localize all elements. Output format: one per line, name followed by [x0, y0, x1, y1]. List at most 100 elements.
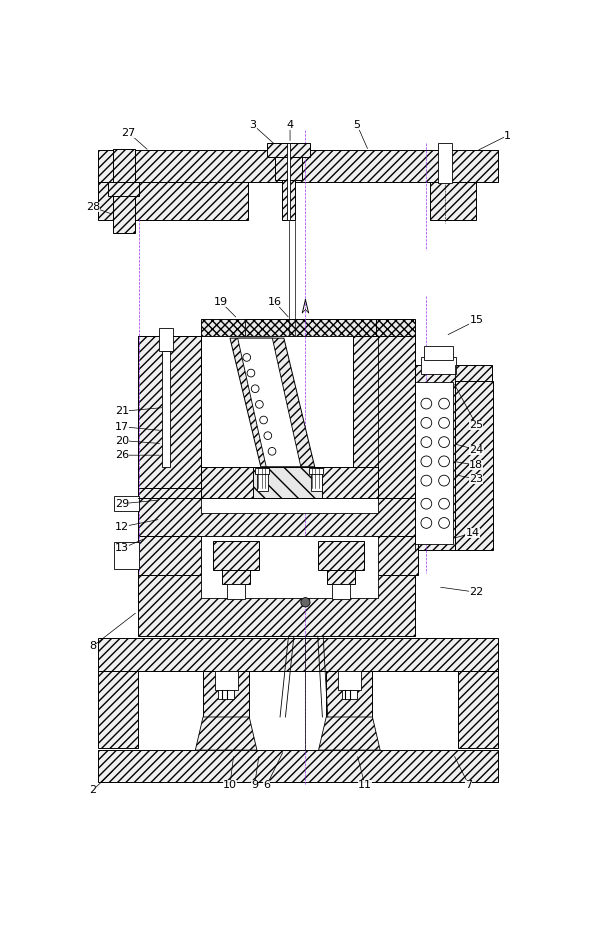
- Bar: [98, 182, 248, 220]
- Text: 3: 3: [250, 120, 257, 130]
- Bar: [376, 319, 415, 362]
- Bar: [138, 488, 201, 510]
- Text: 20: 20: [115, 436, 129, 446]
- Bar: [201, 536, 378, 598]
- Text: 26: 26: [115, 450, 129, 461]
- Polygon shape: [318, 717, 380, 750]
- Text: 23: 23: [469, 474, 483, 484]
- Bar: [275, 157, 302, 180]
- Bar: [455, 380, 493, 549]
- Text: 28: 28: [86, 203, 100, 212]
- Circle shape: [439, 456, 449, 467]
- Bar: [114, 542, 139, 569]
- Bar: [108, 182, 139, 196]
- Bar: [219, 690, 234, 699]
- Bar: [342, 690, 357, 699]
- Circle shape: [439, 518, 449, 528]
- Text: 21: 21: [115, 406, 129, 416]
- Text: 29: 29: [115, 499, 129, 509]
- Text: 25: 25: [469, 420, 483, 430]
- Bar: [113, 150, 135, 233]
- Circle shape: [439, 417, 449, 428]
- Text: 24: 24: [469, 445, 483, 455]
- Circle shape: [421, 398, 432, 409]
- Polygon shape: [201, 319, 246, 336]
- Circle shape: [301, 598, 310, 607]
- Text: 22: 22: [469, 587, 483, 598]
- Text: 11: 11: [358, 780, 372, 790]
- Circle shape: [439, 437, 449, 448]
- Text: 27: 27: [121, 128, 135, 138]
- Bar: [138, 536, 201, 574]
- Circle shape: [256, 401, 263, 408]
- Circle shape: [439, 475, 449, 486]
- Bar: [327, 570, 355, 584]
- Bar: [253, 467, 322, 498]
- Circle shape: [252, 385, 259, 392]
- Circle shape: [421, 456, 432, 467]
- Text: 13: 13: [115, 543, 129, 553]
- Circle shape: [247, 369, 255, 376]
- Bar: [287, 143, 290, 220]
- Bar: [256, 468, 269, 475]
- Bar: [458, 671, 498, 747]
- Text: 16: 16: [268, 297, 282, 307]
- Bar: [98, 750, 498, 783]
- Bar: [257, 472, 268, 490]
- Circle shape: [421, 417, 432, 428]
- Circle shape: [421, 437, 432, 448]
- Bar: [326, 671, 372, 717]
- Text: 15: 15: [470, 315, 483, 326]
- Bar: [353, 336, 415, 544]
- Bar: [203, 671, 249, 717]
- Bar: [138, 498, 415, 536]
- Bar: [355, 536, 418, 574]
- Bar: [311, 472, 322, 490]
- Bar: [215, 671, 238, 690]
- Bar: [213, 540, 259, 570]
- Text: 1: 1: [504, 130, 511, 141]
- Bar: [201, 467, 378, 498]
- Bar: [438, 143, 452, 183]
- Bar: [415, 365, 492, 549]
- Circle shape: [421, 499, 432, 509]
- Text: 12: 12: [115, 522, 129, 532]
- Text: 8: 8: [89, 641, 97, 651]
- Bar: [309, 468, 323, 475]
- Text: 18: 18: [469, 461, 483, 470]
- Text: 2: 2: [89, 785, 97, 795]
- Circle shape: [421, 475, 432, 486]
- Bar: [222, 570, 250, 584]
- Bar: [201, 336, 378, 467]
- Bar: [98, 638, 498, 671]
- Circle shape: [439, 398, 449, 409]
- Bar: [201, 319, 401, 336]
- Bar: [283, 180, 294, 220]
- Text: 6: 6: [263, 780, 271, 790]
- Circle shape: [260, 416, 268, 424]
- Polygon shape: [230, 339, 315, 467]
- Text: 4: 4: [287, 120, 294, 130]
- Bar: [138, 336, 415, 544]
- Circle shape: [421, 518, 432, 528]
- Text: 17: 17: [115, 422, 129, 432]
- Text: 10: 10: [223, 780, 237, 790]
- Bar: [267, 143, 310, 157]
- Bar: [338, 671, 361, 690]
- Bar: [138, 536, 415, 636]
- Bar: [98, 671, 138, 747]
- Circle shape: [264, 432, 272, 439]
- Bar: [162, 352, 170, 467]
- Text: 7: 7: [465, 780, 472, 790]
- Bar: [98, 150, 498, 182]
- Bar: [331, 584, 350, 599]
- Bar: [424, 346, 454, 360]
- Text: 14: 14: [465, 528, 480, 538]
- Bar: [159, 328, 173, 352]
- Bar: [415, 382, 454, 544]
- Bar: [201, 498, 378, 513]
- Bar: [318, 540, 364, 570]
- Text: 19: 19: [214, 297, 228, 307]
- Bar: [227, 584, 246, 599]
- Text: 5: 5: [353, 120, 361, 130]
